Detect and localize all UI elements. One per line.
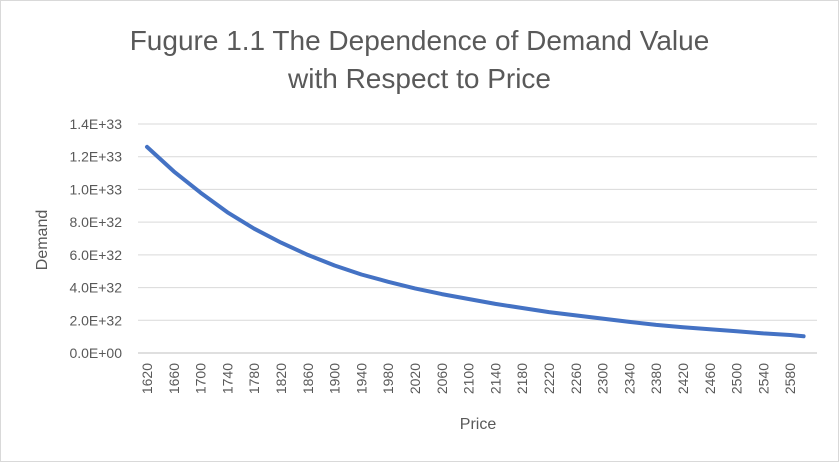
x-axis-label: Price: [460, 416, 497, 433]
x-tick-label: 2060: [434, 363, 450, 394]
x-tick-label: 1820: [273, 363, 289, 394]
x-tick-label: 2580: [782, 363, 798, 394]
x-tick-label: 1660: [166, 363, 182, 394]
x-tick-label: 2460: [702, 363, 718, 394]
demand-series-line: [145, 144, 806, 339]
x-tick-label: 1780: [246, 363, 262, 394]
y-tick-label: 1.0E+33: [69, 181, 122, 197]
x-tick-label: 2100: [461, 363, 477, 394]
y-tick-label: 1.2E+33: [69, 149, 122, 165]
x-tick-label: 2020: [407, 363, 423, 394]
x-tick-label: 2420: [675, 363, 691, 394]
x-tick-label: 2340: [621, 363, 637, 394]
x-tick-label: 1940: [353, 363, 369, 394]
x-tick-label: 1860: [300, 363, 316, 394]
x-tick-label: 1700: [193, 363, 209, 394]
x-tick-label: 2220: [541, 363, 557, 394]
y-tick-label: 1.4E+33: [69, 116, 122, 132]
x-axis-tick-labels: 1620 1660 1700 1740 1780 1820 1860 1900 1940 1980…: [139, 363, 798, 394]
x-tick-label: 2380: [648, 363, 664, 394]
x-tick-label: 1900: [327, 363, 343, 394]
chart-title-line-1: Fugure 1.1 The Dependence of Demand Valu…: [129, 25, 710, 56]
y-tick-label: 0.0E+00: [69, 345, 122, 361]
y-tick-label: 4.0E+32: [69, 280, 122, 296]
x-tick-label: 2260: [568, 363, 584, 394]
x-tick-label: 2140: [487, 363, 503, 394]
y-axis-tick-labels: 0.0E+00 2.0E+32 4.0E+32 6.0E+32 8.0E+32 1.0E+…: [69, 116, 122, 361]
x-tick-label: 2180: [514, 363, 530, 394]
y-tick-label: 8.0E+32: [69, 214, 122, 230]
series-layer: [145, 144, 806, 339]
y-tick-label: 2.0E+32: [69, 312, 122, 328]
y-axis-label: Demand: [34, 210, 51, 270]
x-tick-label: 1740: [219, 363, 235, 394]
x-tick-label: 2540: [755, 363, 771, 394]
chart-title: Fugure 1.1 The Dependence of Demand Valu…: [0, 22, 839, 98]
x-tick-label: 2300: [595, 363, 611, 394]
y-tick-label: 6.0E+32: [69, 247, 122, 263]
chart-title-line-2: with Respect to Price: [288, 63, 551, 94]
x-tick-label: 1980: [380, 363, 396, 394]
x-tick-label: 2500: [729, 363, 745, 394]
x-tick-label: 1620: [139, 363, 155, 394]
gridlines: [138, 123, 817, 321]
